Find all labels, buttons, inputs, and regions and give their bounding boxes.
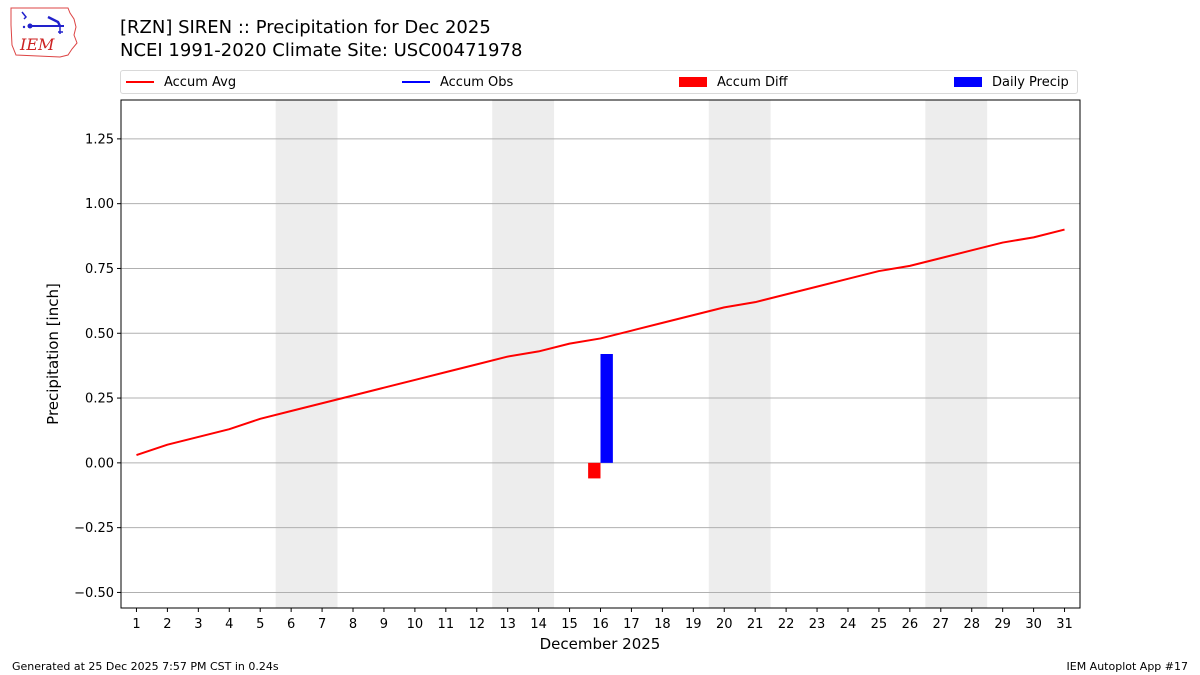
x-tick-label: 26 [902, 617, 919, 632]
legend-swatch-accum-avg [126, 81, 154, 83]
series-lines [136, 228, 1065, 457]
x-tick-label: 8 [349, 617, 357, 632]
x-tick-label: 9 [380, 617, 388, 632]
legend-swatch-daily-precip [954, 77, 982, 87]
x-tick-label: 20 [716, 617, 733, 632]
y-axis-label: Precipitation [inch] [44, 283, 62, 425]
x-tick-label: 17 [623, 617, 640, 632]
x-tick-label: 14 [530, 617, 547, 632]
x-tick-label: 12 [468, 617, 485, 632]
legend-item-daily-precip: Daily Precip [954, 71, 1069, 93]
x-tick-label: 10 [407, 617, 424, 632]
x-tick-label: 3 [194, 617, 202, 632]
x-tick-label: 19 [685, 617, 702, 632]
y-tick-label: −0.50 [74, 586, 114, 601]
x-tick-label: 18 [654, 617, 671, 632]
legend-item-accum-diff: Accum Diff [679, 71, 788, 93]
x-tick-label: 11 [438, 617, 455, 632]
y-tick-label: 1.00 [85, 197, 114, 212]
x-tick-label: 5 [256, 617, 264, 632]
x-tick-label: 29 [994, 617, 1011, 632]
legend-swatch-accum-diff [679, 77, 707, 87]
x-tick-label: 1 [132, 617, 140, 632]
x-axis-label: December 2025 [540, 635, 661, 653]
x-tick-label: 4 [225, 617, 233, 632]
iem-logo: IEM [10, 7, 78, 58]
logo-text: IEM [19, 35, 55, 54]
weekend-shading [275, 100, 988, 608]
x-tick-label: 22 [778, 617, 795, 632]
x-axis: 1 2 3 4 5 6 7 8 9 10 11 12 13 14 15 16 17 18 19 20 21 22 23 24 2… [132, 608, 1073, 632]
x-tick-label: 30 [1025, 617, 1042, 632]
chart-title-line1: [RZN] SIREN :: Precipitation for Dec 202… [120, 17, 491, 38]
y-tick-label: 0.00 [85, 456, 114, 471]
footer-app-id: IEM Autoplot App #17 [1066, 660, 1189, 673]
x-tick-label: 15 [561, 617, 578, 632]
y-tick-label: 1.25 [85, 132, 114, 147]
y-tick-label: 0.50 [85, 327, 114, 342]
legend-label: Accum Avg [164, 74, 237, 90]
accum-diff-bar [588, 462, 601, 479]
x-tick-label: 31 [1056, 617, 1073, 632]
x-tick-label: 13 [499, 617, 516, 632]
x-tick-label: 6 [287, 617, 295, 632]
legend-item-accum-obs: Accum Obs [402, 71, 513, 93]
x-tick-label: 23 [809, 617, 826, 632]
weekend-band [925, 100, 988, 608]
legend-label: Accum Obs [440, 74, 514, 90]
x-tick-label: 25 [871, 617, 888, 632]
legend-label: Accum Diff [717, 74, 788, 90]
x-tick-label: 2 [163, 617, 171, 632]
x-tick-label: 16 [592, 617, 609, 632]
legend: Accum Avg Accum Obs Accum Diff Daily Pre… [120, 70, 1078, 94]
legend-item-accum-avg: Accum Avg [126, 71, 236, 93]
chart-title-line2: NCEI 1991-2020 Climate Site: USC00471978 [120, 40, 523, 61]
x-tick-label: 24 [840, 617, 857, 632]
y-axis: −0.50 −0.25 0.00 0.25 0.50 0.75 1.00 1.25 [74, 132, 121, 601]
x-tick-label: 28 [963, 617, 980, 632]
y-tick-label: −0.25 [74, 521, 114, 536]
y-tick-label: 0.75 [85, 262, 114, 277]
footer-generated-at: Generated at 25 Dec 2025 7:57 PM CST in … [12, 660, 279, 673]
weekend-band [708, 100, 771, 608]
legend-label: Daily Precip [992, 74, 1069, 90]
y-tick-label: 0.25 [85, 392, 114, 407]
bars [588, 354, 613, 479]
x-tick-label: 7 [318, 617, 326, 632]
daily-precip-bar [600, 354, 613, 463]
weekend-band [275, 100, 338, 608]
x-tick-label: 27 [933, 617, 950, 632]
legend-swatch-accum-obs [402, 81, 430, 83]
x-tick-label: 21 [747, 617, 764, 632]
accum-avg-line [136, 228, 1065, 457]
